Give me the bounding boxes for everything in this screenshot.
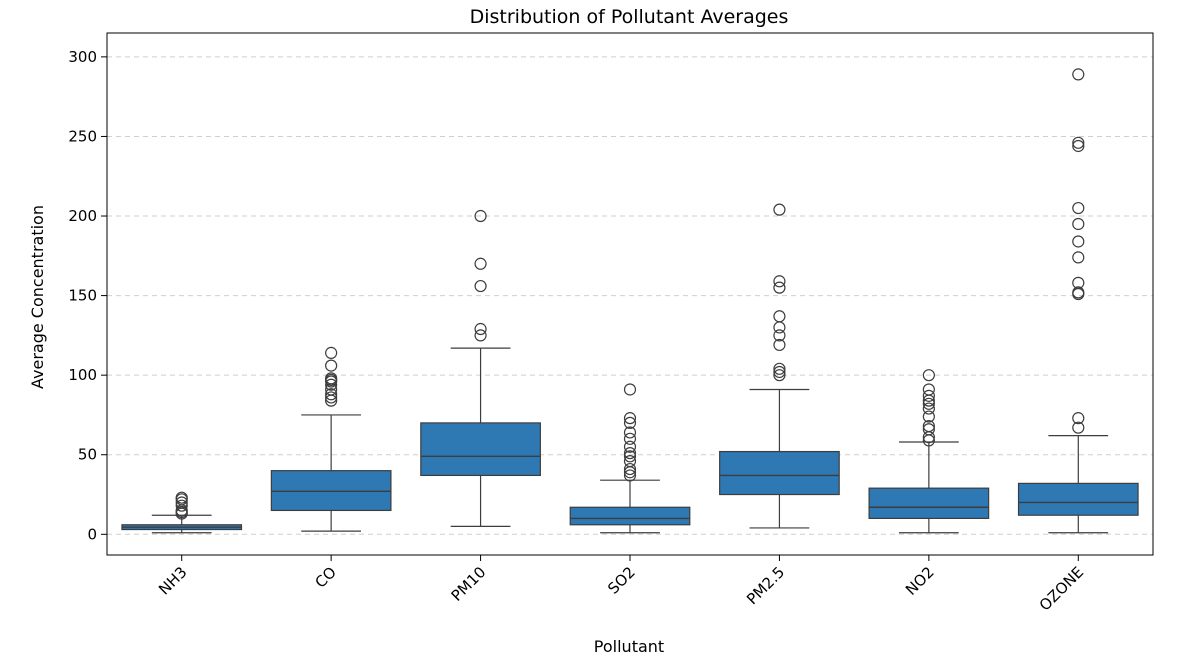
outlier-point bbox=[922, 389, 935, 402]
outlier-point bbox=[773, 281, 786, 294]
outlier-point bbox=[623, 455, 637, 468]
outlier-point bbox=[623, 450, 637, 463]
grid-lines bbox=[107, 56, 1153, 535]
outlier-point bbox=[922, 383, 935, 396]
outlier-point bbox=[1072, 139, 1085, 153]
outlier-point bbox=[474, 329, 487, 342]
outlier-point bbox=[474, 322, 487, 336]
outlier-point bbox=[922, 423, 935, 436]
box-co bbox=[270, 346, 392, 532]
box-pm10 bbox=[420, 209, 541, 527]
outlier-point bbox=[175, 499, 188, 512]
box-iqr bbox=[569, 506, 691, 526]
outlier-point bbox=[1072, 136, 1085, 149]
outlier-point bbox=[922, 419, 935, 433]
y-tick-label-100: 100 bbox=[68, 366, 97, 384]
outlier-point bbox=[773, 365, 786, 379]
outlier-point bbox=[623, 447, 637, 460]
box-so2 bbox=[569, 383, 691, 534]
outlier-point bbox=[1072, 201, 1085, 215]
outlier-point bbox=[175, 496, 188, 509]
outlier-point bbox=[325, 378, 338, 391]
x-tick-label-ozone: OZONE bbox=[1036, 563, 1087, 614]
outlier-point bbox=[773, 369, 786, 382]
outlier-point bbox=[1072, 276, 1085, 289]
x-tick-label-pm10: PM10 bbox=[448, 563, 490, 605]
outlier-point bbox=[623, 462, 637, 476]
outlier-point bbox=[922, 369, 935, 382]
y-tick-label-300: 300 bbox=[68, 48, 97, 66]
outlier-point bbox=[773, 203, 786, 216]
outlier-point bbox=[325, 372, 338, 385]
outlier-point bbox=[325, 359, 338, 372]
y-tick-label-250: 250 bbox=[68, 127, 97, 145]
outlier-point bbox=[325, 391, 338, 404]
outlier-point bbox=[623, 426, 637, 439]
outlier-point bbox=[623, 416, 637, 430]
outlier-point bbox=[474, 209, 487, 223]
x-axis-ticks: NH3 CO PM10 SO2 PM2.5 NO2 OZONE bbox=[155, 555, 1087, 614]
outlier-point bbox=[623, 412, 637, 425]
outlier-point bbox=[1072, 421, 1085, 434]
x-tick-label-no2: NO2 bbox=[902, 563, 938, 599]
plot-frame bbox=[106, 32, 1154, 556]
outlier-point bbox=[175, 491, 188, 504]
outlier-point bbox=[773, 338, 786, 352]
outlier-point bbox=[623, 440, 637, 453]
outlier-point bbox=[1072, 217, 1085, 231]
outlier-point bbox=[623, 432, 637, 445]
box-pm25 bbox=[719, 203, 840, 529]
outlier-point bbox=[773, 310, 786, 323]
outlier-point bbox=[1072, 235, 1085, 248]
outlier-point bbox=[1072, 412, 1085, 425]
outlier-point bbox=[474, 279, 487, 293]
outlier-point bbox=[1072, 286, 1085, 299]
y-tick-label-50: 50 bbox=[78, 446, 97, 464]
outlier-point bbox=[773, 321, 786, 334]
y-tick-label-0: 0 bbox=[87, 525, 97, 543]
outlier-point bbox=[922, 402, 935, 415]
y-tick-label-150: 150 bbox=[68, 287, 97, 305]
box-iqr bbox=[420, 422, 541, 477]
outlier-point bbox=[325, 346, 338, 359]
outlier-point bbox=[1072, 251, 1085, 264]
box-iqr bbox=[1017, 482, 1139, 516]
y-axis-label: Average Concentration bbox=[28, 205, 47, 389]
outlier-point bbox=[623, 383, 637, 396]
chart-title: Distribution of Pollutant Averages bbox=[470, 6, 789, 28]
box-ozone bbox=[1017, 68, 1139, 534]
outlier-point bbox=[474, 257, 487, 270]
outlier-point bbox=[1072, 68, 1085, 81]
x-axis-label: Pollutant bbox=[594, 637, 664, 656]
box-nh3 bbox=[121, 491, 243, 534]
y-tick-label-200: 200 bbox=[68, 207, 97, 225]
outlier-point bbox=[922, 410, 935, 423]
boxes bbox=[121, 68, 1139, 534]
box-iqr bbox=[719, 450, 840, 496]
box-iqr bbox=[270, 470, 392, 512]
x-tick-label-so2: SO2 bbox=[604, 563, 639, 598]
outlier-point bbox=[773, 329, 786, 342]
box-no2 bbox=[868, 369, 990, 534]
y-axis-ticks: 0 50 100 150 200 250 300 bbox=[68, 48, 107, 543]
outlier-point bbox=[623, 469, 637, 482]
x-tick-label-pm25: PM2.5 bbox=[743, 563, 788, 608]
box-iqr bbox=[868, 487, 990, 519]
x-tick-label-co: CO bbox=[311, 563, 339, 591]
outlier-point bbox=[325, 388, 338, 401]
outlier-point bbox=[773, 362, 786, 375]
outlier-point bbox=[922, 397, 935, 410]
x-tick-label-nh3: NH3 bbox=[155, 563, 190, 598]
outlier-point bbox=[773, 275, 786, 288]
